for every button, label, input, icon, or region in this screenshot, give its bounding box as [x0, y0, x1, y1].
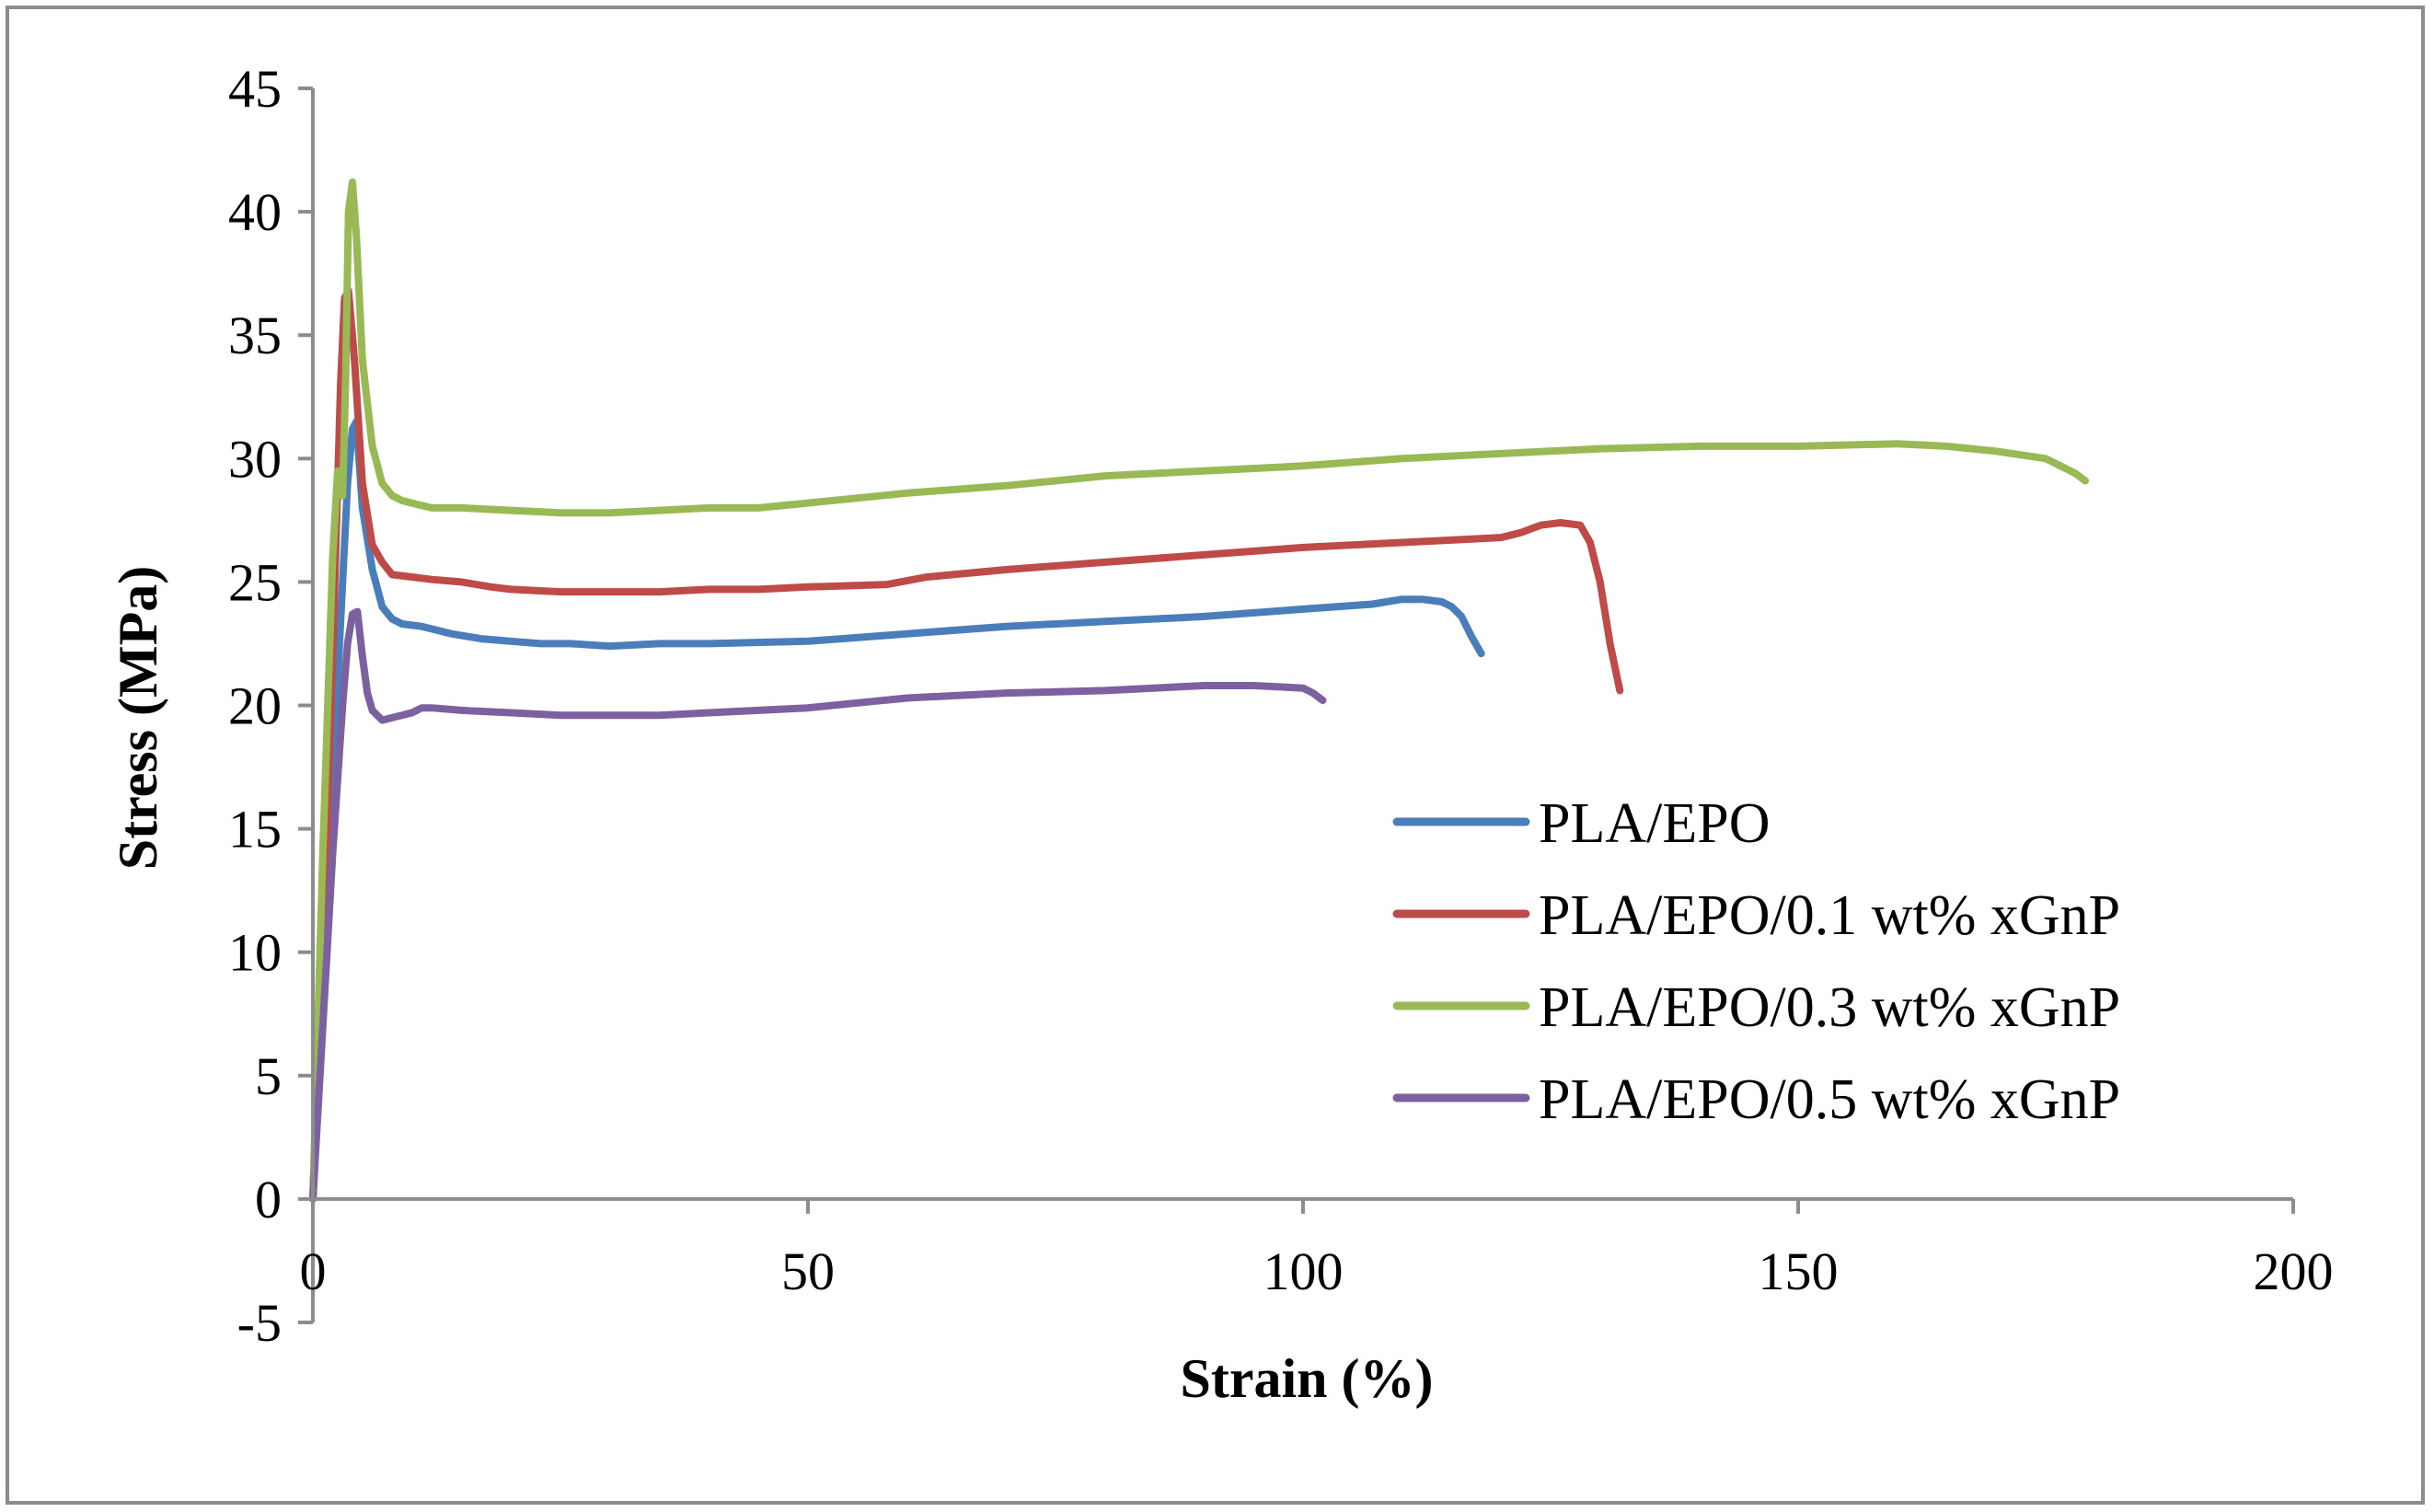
y-tick-label: -5 — [237, 1293, 282, 1353]
series-line-2 — [309, 286, 1624, 1203]
x-tick-label: 0 — [300, 1241, 327, 1301]
legend-label-2: PLA/EPO/0.1 wt% xGnP — [1539, 884, 2120, 947]
x-tick-labels: 0 50 100 150 200 — [300, 1198, 2334, 1301]
series-layer — [309, 178, 2089, 1203]
y-axis-title: Stress (MPa) — [108, 566, 168, 870]
y-tick-label: 20 — [228, 676, 282, 736]
x-tick-label: 100 — [1263, 1241, 1344, 1301]
y-tick-label: 25 — [228, 552, 282, 612]
chart-frame — [6, 6, 2425, 1505]
series-line-1 — [309, 418, 1485, 1203]
x-tick-label: 50 — [781, 1241, 835, 1301]
x-tick-label: 150 — [1759, 1241, 1839, 1301]
y-tick-labels: -5 0 5 10 15 20 25 30 35 40 45 — [228, 59, 313, 1353]
y-tick-label: 45 — [228, 59, 282, 119]
series-line-4 — [309, 607, 1327, 1203]
y-tick-label: 5 — [255, 1046, 282, 1106]
y-tick-label: 35 — [228, 306, 282, 365]
y-tick-label: 10 — [228, 923, 282, 983]
x-axis-title: Strain (%) — [1181, 1348, 1434, 1409]
legend-label-1: PLA/EPO — [1539, 792, 1770, 855]
legend: PLA/EPO PLA/EPO/0.1 wt% xGnP PLA/EPO/0.3 w… — [1392, 792, 2120, 1131]
y-tick-label: 0 — [255, 1170, 282, 1229]
x-tick-label: 200 — [2254, 1241, 2334, 1301]
axes-layer — [311, 88, 2293, 1322]
y-tick-label: 40 — [228, 182, 282, 242]
series-line-3 — [309, 178, 2089, 1203]
legend-label-3: PLA/EPO/0.3 wt% xGnP — [1539, 976, 2120, 1039]
y-tick-label: 30 — [228, 429, 282, 489]
legend-label-4: PLA/EPO/0.5 wt% xGnP — [1539, 1068, 2120, 1131]
y-tick-label: 15 — [228, 800, 282, 860]
